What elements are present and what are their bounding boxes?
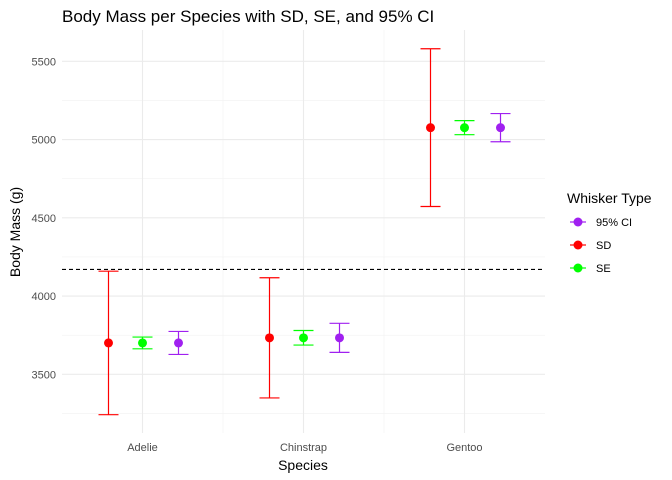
legend-key-point [573, 240, 583, 250]
x-tick-label: Gentoo [446, 442, 482, 454]
chart-title: Body Mass per Species with SD, SE, and 9… [62, 7, 434, 26]
errorbar-95-ci [329, 322, 350, 353]
mean-point [138, 338, 147, 348]
errorbar-sd [259, 277, 280, 399]
errorbar-se [454, 120, 475, 136]
legend-item: SD [570, 240, 611, 252]
errorbar-95-ci [490, 112, 511, 143]
legend-label: 95% CI [596, 217, 632, 229]
errorbar-se [132, 336, 153, 350]
legend-label: SD [596, 240, 611, 252]
legend-key-point [573, 263, 583, 273]
legend-title: Whisker Type [567, 190, 652, 206]
mean-point [426, 123, 435, 133]
y-tick-label: 3500 [32, 369, 56, 381]
y-tick-label: 4500 [32, 213, 56, 225]
x-axis-label: Species [278, 457, 328, 473]
y-tick-label: 5000 [32, 135, 56, 147]
y-tick-label: 4000 [32, 291, 56, 303]
mean-point [335, 333, 344, 343]
legend-item: 95% CI [570, 217, 632, 229]
errorbar-sd [98, 270, 119, 416]
errorbar-95-ci [168, 330, 189, 356]
mean-point [104, 338, 113, 348]
errorbar-sd [420, 48, 441, 208]
mean-point [265, 333, 274, 343]
mean-point [299, 333, 308, 343]
y-axis-label: Body Mass (g) [7, 187, 23, 277]
x-tick-label: Adelie [127, 442, 158, 454]
y-tick-label: 5500 [32, 56, 56, 68]
mean-point [496, 123, 505, 133]
legend-label: SE [596, 263, 611, 275]
mean-point [174, 338, 183, 348]
legend-key-point [573, 217, 583, 227]
errorbar-se [293, 329, 314, 346]
legend-item: SE [570, 263, 611, 275]
x-tick-label: Chinstrap [280, 442, 327, 454]
mean-point [460, 123, 469, 133]
